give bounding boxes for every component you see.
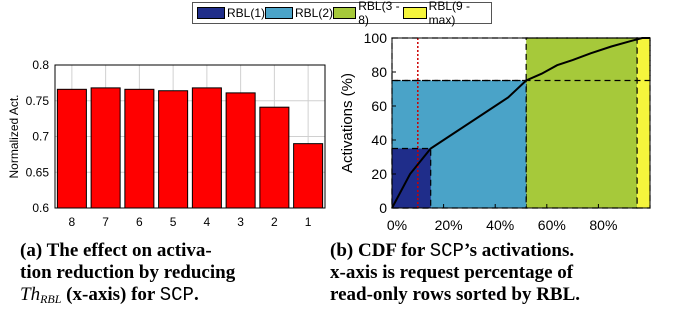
chart-legend: RBL(1) RBL(2) RBL(3 - 8) RBL(9 - max) <box>192 0 492 27</box>
x-tick-label: 5 <box>170 215 177 229</box>
x-tick-label: 3 <box>237 215 244 229</box>
bar <box>124 88 155 209</box>
legend-label-rbl9-max: RBL(9 - max) <box>428 0 471 27</box>
caption-a-tag: (a) <box>20 240 43 261</box>
legend-label-rbl2: RBL(2) <box>295 6 334 20</box>
x-tick-label: 60% <box>538 217 566 233</box>
bar <box>191 87 222 209</box>
y-tick-label: 100 <box>364 30 388 46</box>
cdf-chart-activations: 0 20 40 60 80 100 0% 20% 40% 60% 80% Activations (%… <box>339 30 651 233</box>
y-tick-label: 20 <box>371 166 387 182</box>
y-tick-label: 0.8 <box>32 58 49 72</box>
plot-frame <box>391 37 651 209</box>
caption-b-line2: x-axis is request percentage of <box>330 262 574 283</box>
legend-label-rbl1: RBL(1) <box>227 6 266 20</box>
legend-swatch-rbl2 <box>265 7 294 19</box>
caption-b-line3: read-only rows sorted by RBL. <box>330 284 581 305</box>
caption-b: (b) CDF for SCP’s activations. x-axis is… <box>330 240 680 306</box>
y-tick-label: 0.65 <box>26 165 50 179</box>
bar <box>259 106 290 209</box>
region-rbl3-8 <box>525 37 638 209</box>
caption-b-tag: (b) <box>330 240 354 261</box>
x-tick-label: 20% <box>435 217 463 233</box>
caption-a-end: . <box>193 284 199 305</box>
y-tick-label: 40 <box>371 132 387 148</box>
legend-swatch-rbl1 <box>197 7 225 19</box>
bar <box>90 87 121 209</box>
region-rbl1 <box>391 147 432 209</box>
bar <box>56 88 87 209</box>
x-tick-label: 4 <box>204 215 211 229</box>
x-tick-label: 2 <box>271 215 278 229</box>
y-axis-label: Activations (%) <box>339 73 356 173</box>
legend-swatch-rbl9-max <box>403 7 427 19</box>
legend-item-rbl3-8: RBL(3 - 8) <box>333 0 403 27</box>
x-tick-label: 0% <box>387 217 407 233</box>
plot-frame <box>54 64 326 209</box>
bar-chart-normalized-activations: 0.6 0.65 0.7 0.75 0.8 8 7 6 5 4 3 2 1 Normalized Act. <box>7 58 326 229</box>
caption-a-line3: ThRBL (x-axis) for SCP. <box>20 284 310 310</box>
caption-b-line1b: ’s activations. <box>463 240 575 261</box>
legend-item-rbl9-max: RBL(9 - max) <box>403 0 487 27</box>
y-tick-label: 80 <box>371 64 387 80</box>
y-axis-label: Normalized Act. <box>7 94 21 178</box>
legend-label-rbl3-8: RBL(3 - 8) <box>358 0 400 27</box>
caption-b-code: SCP <box>429 240 464 262</box>
caption-a-th: Th <box>20 284 41 305</box>
y-tick-label: 0.6 <box>32 201 49 215</box>
legend-item-rbl1: RBL(1) <box>197 6 265 20</box>
y-tick-label: 0 <box>379 200 387 216</box>
legend-item-rbl2: RBL(2) <box>265 6 333 20</box>
caption-a-line2: tion reduction by reducing <box>20 262 236 283</box>
y-tick-label: 0.75 <box>26 94 50 108</box>
y-tick-label: 0.7 <box>32 130 49 144</box>
x-tick-label: 80% <box>589 217 617 233</box>
bar <box>158 90 189 209</box>
y-tick-label: 60 <box>371 98 387 114</box>
x-tick-label: 8 <box>69 215 76 229</box>
caption-b-line1a: CDF for <box>357 240 430 261</box>
x-tick-label: 40% <box>486 217 514 233</box>
caption-a: (a) The effect on activa- tion reduction… <box>20 240 310 310</box>
region-rbl9-max <box>636 37 651 209</box>
caption-a-sub: RBL <box>40 292 62 306</box>
legend-swatch-rbl3-8 <box>333 7 357 19</box>
bar <box>293 143 324 209</box>
x-tick-label: 7 <box>102 215 109 229</box>
x-tick-label: 6 <box>136 215 143 229</box>
caption-a-line1: The effect on activa- <box>46 240 212 261</box>
caption-a-tail: (x-axis) for <box>61 284 160 305</box>
x-tick-label: 1 <box>305 215 312 229</box>
caption-a-code: SCP <box>159 284 194 306</box>
cdf-line <box>391 37 650 209</box>
